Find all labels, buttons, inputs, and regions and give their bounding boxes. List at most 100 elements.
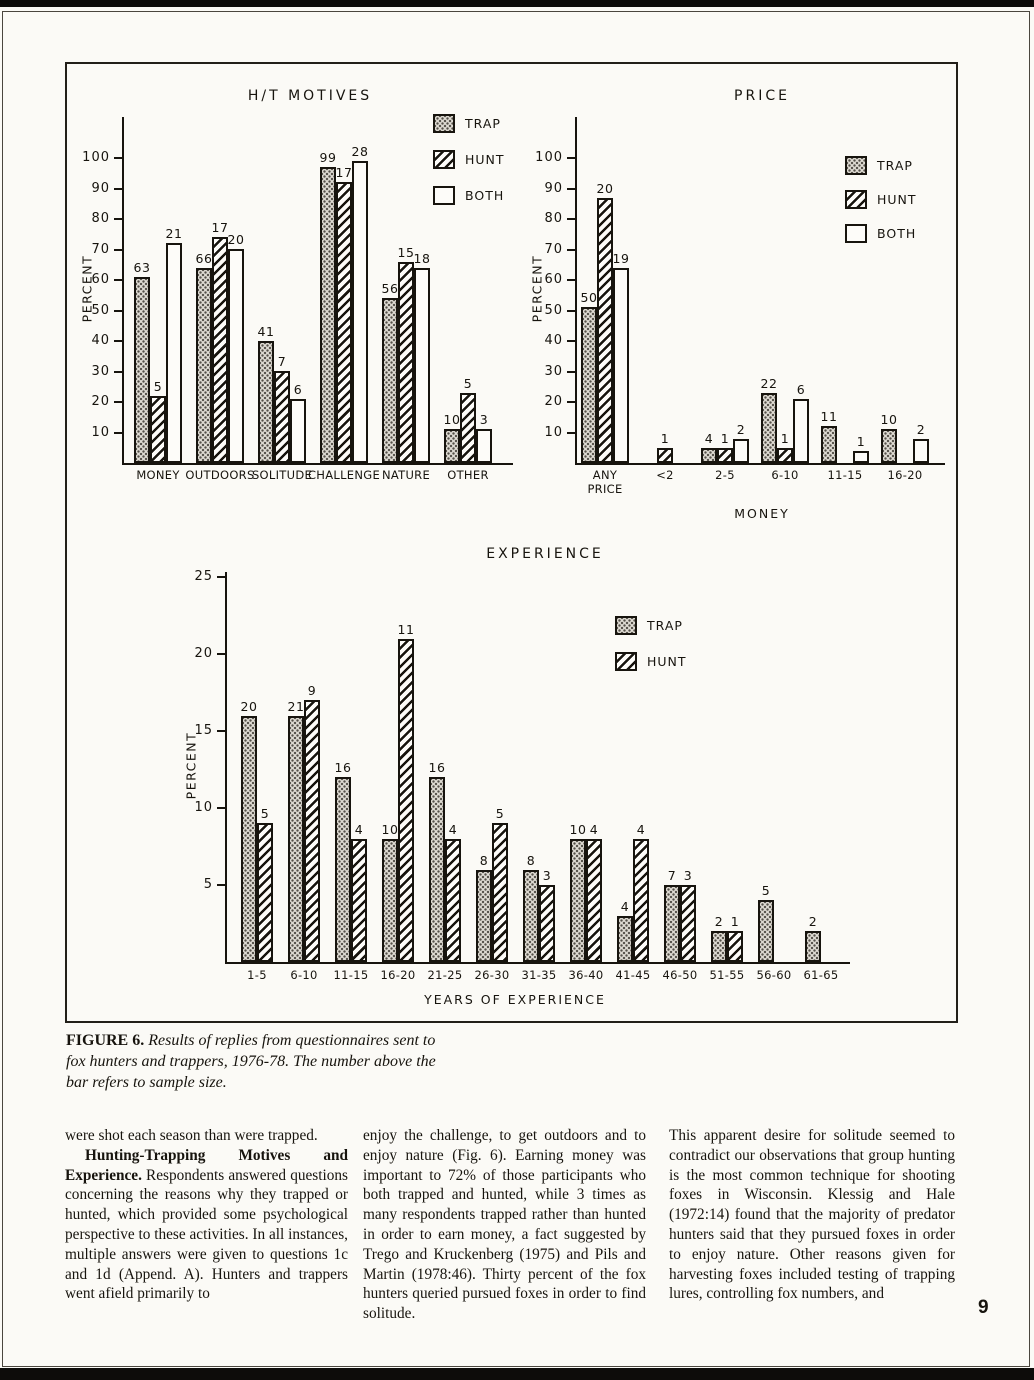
category-label: 26-30: [474, 968, 510, 982]
legend-label-hunt: HUNT: [877, 192, 917, 207]
bar-sample-size: 17: [335, 165, 353, 180]
y-tick-mark: [217, 884, 225, 886]
legend-swatch-trap: [845, 156, 867, 175]
y-tick-mark: [567, 187, 575, 190]
bar-sample-size: 1: [780, 431, 790, 446]
bar-trap: [581, 307, 597, 463]
bar-trap: [711, 931, 727, 962]
bar-sample-size: 28: [351, 144, 369, 159]
chart-title: H/T MOTIVES: [247, 88, 373, 104]
bar-hunt: [398, 262, 414, 463]
y-tick-label: 15: [194, 723, 213, 738]
bar-trap: [523, 870, 539, 962]
bar-sample-size: 3: [479, 412, 489, 427]
bar-hunt: [336, 182, 352, 463]
bar-sample-size: 41: [257, 324, 275, 339]
bar-sample-size: 15: [397, 245, 415, 260]
paragraph: enjoy the challenge, to get outdoors and…: [363, 1127, 646, 1323]
bar-sample-size: 1: [720, 431, 730, 446]
bar-trap: [821, 426, 837, 463]
bar-sample-size: 16: [428, 760, 446, 775]
bar-trap: [320, 167, 336, 463]
category-label: OUTDOORS: [185, 468, 255, 482]
bar-hunt: [680, 885, 696, 962]
bar-sample-size: 20: [240, 699, 258, 714]
body-column-2: enjoy the challenge, to get outdoors and…: [363, 1126, 646, 1324]
x-axis-title: YEARS OF EXPERIENCE: [424, 992, 606, 1007]
y-tick-mark: [114, 431, 122, 434]
bar-sample-size: 2: [736, 422, 746, 437]
y-tick-mark: [114, 401, 122, 403]
y-tick-mark: [217, 730, 225, 732]
category-label: CHALLENGE: [307, 468, 381, 482]
bar-sample-size: 5: [260, 806, 270, 821]
y-axis-line: [122, 117, 124, 465]
bar-trap: [288, 716, 304, 962]
legend-swatch-hunt: [615, 652, 637, 671]
scan-edge-top: [0, 0, 1034, 7]
y-tick-label: 50: [91, 302, 110, 318]
bar-hunt: [398, 639, 414, 962]
chart-ht-motives: H/T MOTIVES PERCENT 10 20 30 40 50 60 70 80 90 100 6…: [65, 62, 530, 530]
y-tick-mark: [567, 218, 575, 220]
y-tick-mark: [567, 309, 575, 312]
legend-label-hunt: HUNT: [465, 152, 505, 167]
bar-trap: [335, 777, 351, 962]
bar-sample-size: 4: [636, 822, 646, 837]
bar-sample-size: 3: [542, 868, 552, 883]
bar-sample-size: 9: [307, 683, 317, 698]
y-tick-label: 20: [194, 646, 213, 661]
bar-trap: [617, 916, 633, 962]
y-tick-mark: [567, 157, 575, 159]
category-label: OTHER: [447, 468, 489, 482]
y-tick-label: 30: [91, 363, 110, 379]
bar-hunt: [777, 448, 793, 463]
bar-sample-size: 2: [916, 422, 926, 437]
bar-sample-size: 4: [589, 822, 599, 837]
bar-both: [414, 268, 430, 463]
bar-sample-size: 7: [277, 354, 287, 369]
legend-swatch-hunt: [433, 150, 455, 169]
legend-swatch-trap: [433, 114, 455, 133]
body-column-3: This apparent desire for solitude seemed…: [669, 1126, 955, 1304]
bar-both: [913, 439, 929, 463]
bar-hunt: [445, 839, 461, 962]
bar-sample-size: 10: [880, 412, 898, 427]
y-tick-mark: [217, 807, 225, 809]
bar-trap: [382, 839, 398, 962]
legend-label-trap: TRAP: [647, 618, 683, 633]
bar-sample-size: 11: [820, 409, 838, 424]
bar-both: [733, 439, 749, 463]
bar-sample-size: 66: [195, 251, 213, 266]
y-tick-label: 90: [91, 180, 110, 196]
y-tick-mark: [567, 340, 575, 342]
category-label: 21-25: [427, 968, 463, 982]
bar-sample-size: 8: [526, 853, 536, 868]
bar-sample-size: 10: [381, 822, 399, 837]
legend-swatch-both: [845, 224, 867, 243]
bar-trap: [761, 393, 777, 463]
y-tick-mark: [567, 248, 575, 251]
bar-trap: [701, 448, 717, 463]
bar-hunt: [257, 823, 273, 962]
bar-sample-size: 20: [227, 232, 245, 247]
bar-trap: [664, 885, 680, 962]
category-label: 11-15: [827, 468, 863, 482]
bar-sample-size: 3: [683, 868, 693, 883]
y-tick-label: 80: [544, 211, 563, 226]
bar-sample-size: 2: [714, 914, 724, 929]
paragraph: This apparent desire for solitude seemed…: [669, 1127, 955, 1303]
x-axis-line: [122, 463, 513, 465]
y-axis-line: [575, 117, 577, 465]
bar-sample-size: 20: [596, 181, 614, 196]
category-label: SOLITUDE: [251, 468, 313, 482]
legend-swatch-trap: [615, 616, 637, 635]
category-label: MONEY: [136, 468, 180, 482]
bar-both: [352, 161, 368, 463]
category-label: 16-20: [380, 968, 416, 982]
bar-sample-size: 1: [660, 431, 670, 446]
bar-sample-size: 16: [334, 760, 352, 775]
bar-trap: [429, 777, 445, 962]
bar-trap: [805, 931, 821, 962]
